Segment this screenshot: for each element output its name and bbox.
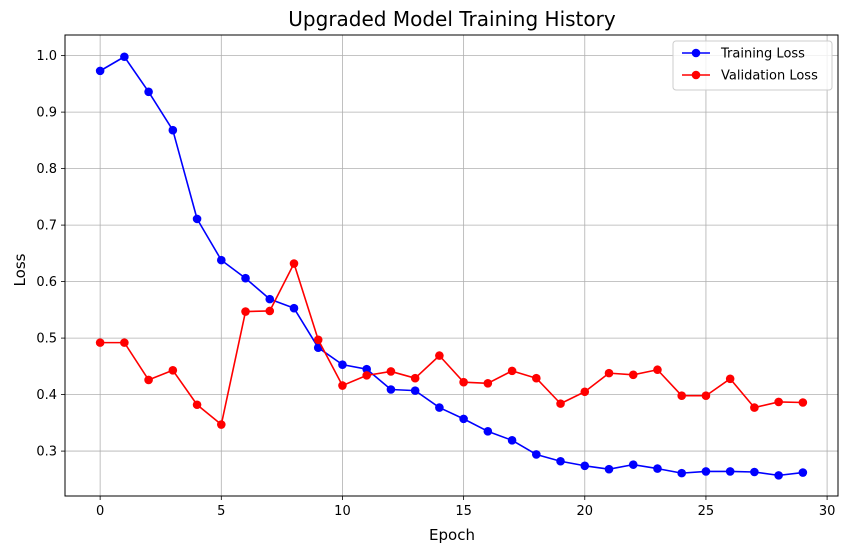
legend-label: Validation Loss	[721, 69, 818, 84]
data-point-training-loss	[677, 468, 687, 478]
data-point-training-loss	[435, 403, 444, 412]
x-tick-label: 5	[217, 504, 225, 519]
data-point-validation-loss	[289, 259, 299, 268]
legend: Training Loss Validation Loss	[672, 40, 833, 91]
grid	[65, 35, 838, 496]
data-point-training-loss	[653, 464, 662, 473]
data-point-validation-loss	[798, 398, 808, 407]
x-tick-label: 15	[455, 504, 472, 519]
data-point-validation-loss	[507, 366, 517, 376]
y-tick-label: 0.3	[36, 445, 57, 460]
data-point-validation-loss	[435, 351, 444, 360]
data-point-validation-loss	[265, 306, 275, 316]
data-point-validation-loss	[410, 373, 420, 383]
data-point-validation-loss	[701, 391, 711, 401]
data-point-validation-loss	[628, 370, 638, 380]
y-tick-label: 0.5	[36, 332, 57, 347]
data-point-training-loss	[386, 385, 396, 394]
data-point-validation-loss	[750, 403, 759, 412]
legend-swatch-marker	[691, 70, 701, 80]
x-axis-label: Epoch	[429, 526, 475, 544]
data-point-validation-loss	[362, 371, 371, 380]
data-point-training-loss	[798, 468, 808, 477]
series-group	[95, 52, 808, 480]
y-tick-label: 0.9	[36, 106, 57, 121]
data-point-validation-loss	[192, 400, 202, 410]
legend-item-training-loss: Training Loss	[682, 47, 805, 62]
data-point-validation-loss	[580, 387, 590, 397]
data-point-training-loss	[507, 436, 517, 445]
y-tick-label: 0.7	[36, 219, 57, 234]
data-point-training-loss	[459, 414, 468, 424]
chart-title: Upgraded Model Training History	[288, 7, 616, 31]
data-point-validation-loss	[144, 375, 153, 385]
legend-swatch-marker	[691, 48, 701, 58]
data-point-training-loss	[556, 456, 565, 466]
data-point-training-loss	[168, 125, 178, 135]
data-point-training-loss	[289, 303, 299, 313]
y-axis-label: Loss	[11, 253, 29, 286]
data-point-training-loss	[725, 467, 735, 476]
data-point-validation-loss	[313, 335, 323, 345]
data-point-training-loss	[192, 214, 202, 224]
data-point-validation-loss	[216, 420, 226, 429]
data-point-validation-loss	[556, 399, 565, 408]
data-point-training-loss	[410, 386, 420, 395]
data-point-validation-loss	[120, 338, 129, 347]
x-tick-label: 0	[96, 504, 104, 519]
data-point-validation-loss	[241, 307, 250, 316]
data-point-validation-loss	[168, 365, 178, 375]
data-point-validation-loss	[677, 391, 687, 401]
series-line-validation-loss	[100, 262, 803, 426]
data-point-training-loss	[120, 52, 129, 62]
data-point-training-loss	[604, 464, 614, 474]
data-point-validation-loss	[338, 381, 347, 390]
data-point-validation-loss	[386, 367, 396, 376]
data-point-training-loss	[216, 255, 226, 265]
data-point-training-loss	[628, 460, 638, 469]
series-validation-loss	[95, 259, 808, 429]
series-training-loss	[95, 52, 808, 480]
data-point-training-loss	[774, 471, 783, 480]
legend-box	[672, 40, 833, 91]
x-tick-label: 30	[819, 504, 836, 519]
data-point-training-loss	[580, 461, 590, 471]
data-point-validation-loss	[653, 365, 662, 375]
data-point-validation-loss	[483, 378, 493, 388]
legend-label: Training Loss	[720, 47, 805, 62]
data-point-validation-loss	[459, 377, 468, 387]
data-point-training-loss	[95, 66, 105, 76]
legend-item-validation-loss: Validation Loss	[682, 69, 818, 84]
x-tick-label: 20	[577, 504, 594, 519]
data-point-training-loss	[144, 87, 153, 97]
data-point-validation-loss	[725, 374, 735, 384]
data-point-validation-loss	[532, 373, 541, 383]
data-point-training-loss	[241, 273, 250, 283]
data-point-training-loss	[483, 427, 493, 436]
data-point-training-loss	[701, 467, 711, 476]
data-point-training-loss	[265, 294, 275, 304]
x-tick-label: 25	[698, 504, 715, 519]
data-point-validation-loss	[604, 368, 614, 378]
data-point-training-loss	[532, 450, 541, 459]
axis-ticks: 0 5 10 15 20 25 30 0.3 0.4 0.5 0.6 0.7 0.8 0.9 1.0	[36, 49, 835, 519]
data-point-training-loss	[362, 364, 371, 374]
y-tick-label: 1.0	[36, 49, 57, 64]
data-point-validation-loss	[774, 397, 783, 407]
y-tick-label: 0.6	[36, 275, 57, 290]
x-tick-label: 10	[334, 504, 351, 519]
y-tick-label: 0.4	[36, 388, 57, 403]
data-point-validation-loss	[95, 338, 105, 347]
data-point-training-loss	[338, 360, 347, 369]
data-point-training-loss	[750, 467, 759, 477]
y-tick-label: 0.8	[36, 162, 57, 177]
plot-area-frame	[64, 34, 839, 497]
